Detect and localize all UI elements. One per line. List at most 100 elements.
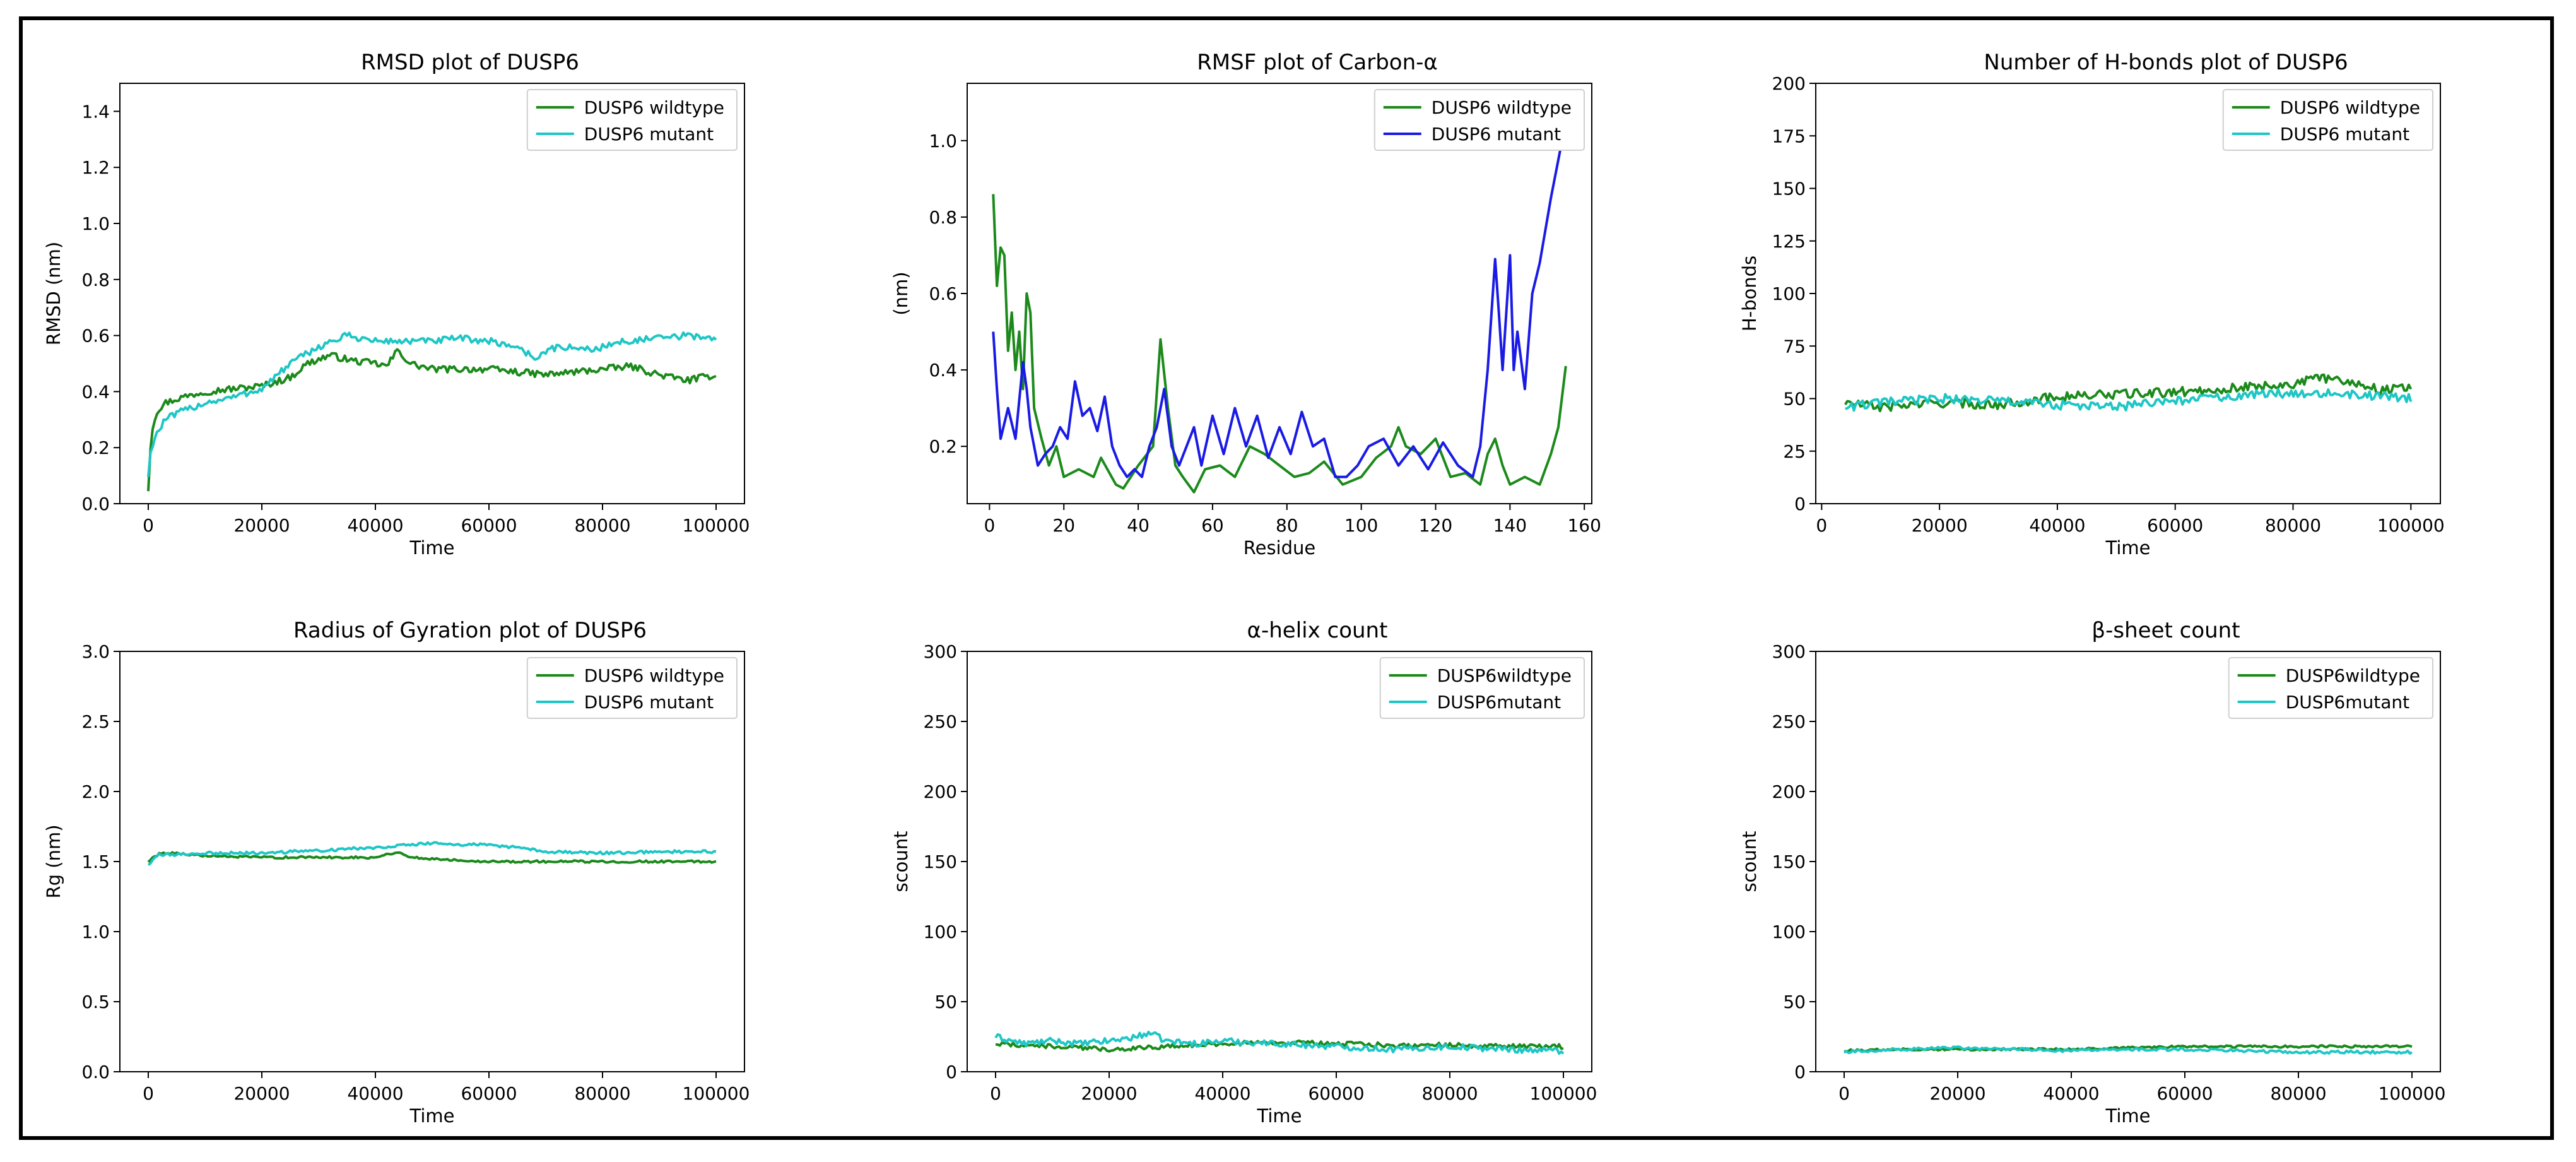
- tick-layer: 0 20000 40000 60000 80000 100000 0 25 50 75 100 125…: [1772, 73, 2445, 536]
- y-tick-label: 0.4: [81, 381, 110, 402]
- x-tick-label: 140: [1493, 515, 1527, 536]
- x-tick-label: 20000: [1929, 1083, 1985, 1104]
- y-axis-label: scount: [1739, 831, 1760, 892]
- series-line-wildtype: [1844, 373, 2413, 413]
- panel-hbonds: Number of H-bonds plot of DUSP6 0 20000 40…: [1724, 38, 2544, 555]
- y-tick-label: 200: [1772, 73, 1806, 94]
- x-tick-label: 100000: [683, 1083, 750, 1104]
- x-tick-label: 40000: [1194, 1083, 1250, 1104]
- y-tick-label: 100: [924, 922, 957, 942]
- y-tick-label: 250: [924, 711, 957, 732]
- y-tick-label: 50: [1783, 992, 1806, 1012]
- x-tick-label: 80000: [1421, 1083, 1478, 1104]
- x-tick-label: 100000: [683, 515, 750, 536]
- chart-title: Number of H-bonds plot of DUSP6: [1984, 50, 2348, 75]
- series-line-mutant: [994, 1031, 1565, 1055]
- x-tick-label: 100: [1344, 515, 1378, 536]
- legend-label-wildtype: DUSP6 wildtype: [584, 97, 724, 118]
- x-tick-label: 160: [1567, 515, 1601, 536]
- chart-hbonds: Number of H-bonds plot of DUSP6 0 20000 40…: [1739, 50, 2445, 555]
- x-tick-label: 100000: [2379, 1083, 2446, 1104]
- x-tick-label: 40000: [2029, 515, 2085, 536]
- series-layer: [992, 121, 1567, 494]
- x-tick-label: 0: [143, 515, 154, 536]
- x-tick-label: 80000: [2265, 515, 2321, 536]
- series-line-wildtype: [992, 194, 1567, 494]
- legend: DUSP6 wildtype DUSP6 mutant: [526, 657, 738, 719]
- y-tick-label: 100: [1772, 283, 1806, 304]
- tick-layer: 0 20000 40000 60000 80000 100000 0 50 100 150 200 2…: [924, 641, 1597, 1104]
- y-tick-label: 100: [1772, 922, 1806, 942]
- x-tick-label: 60000: [461, 515, 517, 536]
- legend-label-mutant: DUSP6 mutant: [1432, 124, 1561, 145]
- y-tick-label: 0.6: [929, 283, 957, 304]
- legend-label-mutant: DUSP6 mutant: [584, 124, 714, 145]
- series-layer: [147, 841, 717, 866]
- legend-label-wildtype: DUSP6 wildtype: [2280, 97, 2420, 118]
- x-tick-label: 20000: [1912, 515, 1968, 536]
- legend-label-mutant: DUSP6 mutant: [2280, 124, 2409, 145]
- plot-area: [967, 651, 1592, 1072]
- y-tick-label: 125: [1772, 231, 1806, 252]
- chart-title: α-helix count: [1247, 618, 1388, 643]
- x-tick-label: 80: [1276, 515, 1298, 536]
- y-tick-label: 0.0: [81, 494, 110, 514]
- series-line-wildtype: [147, 348, 717, 492]
- y-tick-label: 50: [1783, 389, 1806, 410]
- legend-label-wildtype: DUSP6 wildtype: [584, 665, 724, 686]
- legend-label-wildtype: DUSP6wildtype: [2286, 665, 2420, 686]
- x-tick-label: 0: [984, 515, 995, 536]
- chart-helix: α-helix count 0 20000 40000 60000 80000 10000…: [890, 618, 1597, 1123]
- y-tick-label: 0.8: [81, 270, 110, 290]
- x-tick-label: 80000: [574, 1083, 630, 1104]
- y-tick-label: 1.0: [929, 131, 957, 151]
- series-line-mutant: [147, 841, 717, 866]
- plot-area: [1815, 83, 2441, 504]
- y-tick-label: 300: [924, 641, 957, 662]
- legend-box: [2228, 657, 2433, 719]
- y-tick-label: 2.5: [81, 711, 110, 732]
- series-line-mutant: [992, 121, 1567, 478]
- x-tick-label: 40000: [347, 1083, 403, 1104]
- y-axis-label: Rg (nm): [43, 824, 64, 898]
- x-axis-label: Time: [1257, 1105, 1302, 1123]
- series-layer: [147, 331, 717, 492]
- series-line-wildtype: [995, 1039, 1564, 1053]
- x-tick-label: 80000: [2270, 1083, 2326, 1104]
- legend: DUSP6 wildtype DUSP6 mutant: [2222, 89, 2433, 151]
- y-tick-label: 0.4: [929, 360, 957, 381]
- y-tick-label: 150: [924, 851, 957, 872]
- x-tick-label: 0: [143, 1083, 154, 1104]
- y-tick-label: 175: [1772, 126, 1806, 146]
- legend-box: [1379, 657, 1585, 719]
- legend: DUSP6 wildtype DUSP6 mutant: [526, 89, 738, 151]
- chart-rmsd: RMSD plot of DUSP6 0 20000 40000 60000 80000…: [43, 50, 750, 555]
- plot-area: [119, 651, 745, 1072]
- x-tick-label: 40: [1127, 515, 1150, 536]
- y-tick-label: 0.5: [81, 992, 110, 1012]
- x-tick-label: 60000: [461, 1083, 517, 1104]
- plot-area: [1815, 651, 2441, 1072]
- chart-title: Radius of Gyration plot of DUSP6: [293, 618, 647, 643]
- tick-layer: 0 20000 40000 60000 80000 100000 0.0 0.5 1.0 1.5 2…: [81, 641, 750, 1104]
- x-tick-label: 20000: [1081, 1083, 1137, 1104]
- x-tick-label: 0: [990, 1083, 1001, 1104]
- x-axis-label: Time: [2105, 537, 2151, 555]
- panel-sheet: β-sheet count 0 20000 40000 60000 80000 10000…: [1724, 606, 2544, 1123]
- y-tick-label: 1.4: [81, 101, 110, 122]
- panel-rmsd: RMSD plot of DUSP6 0 20000 40000 60000 80000…: [28, 38, 849, 555]
- x-axis-label: Time: [409, 1105, 455, 1123]
- series-layer: [1843, 1044, 2413, 1055]
- x-tick-label: 0: [1816, 515, 1827, 536]
- y-tick-label: 0.8: [929, 207, 957, 228]
- y-tick-label: 75: [1783, 336, 1806, 357]
- y-axis-label: scount: [890, 831, 912, 892]
- x-tick-label: 60: [1201, 515, 1224, 536]
- y-tick-label: 0: [1794, 494, 1806, 514]
- y-axis-label: H-bonds: [1739, 256, 1760, 331]
- chart-rmsf: RMSF plot of Carbon-α 0 20 40 60 80 100 120 140…: [890, 50, 1601, 555]
- x-tick-label: 20000: [233, 515, 290, 536]
- y-tick-label: 0: [1794, 1062, 1806, 1082]
- plot-area: [119, 83, 745, 504]
- tick-layer: 0 20000 40000 60000 80000 100000 0.0 0.2 0.4 0.6 0…: [81, 101, 750, 536]
